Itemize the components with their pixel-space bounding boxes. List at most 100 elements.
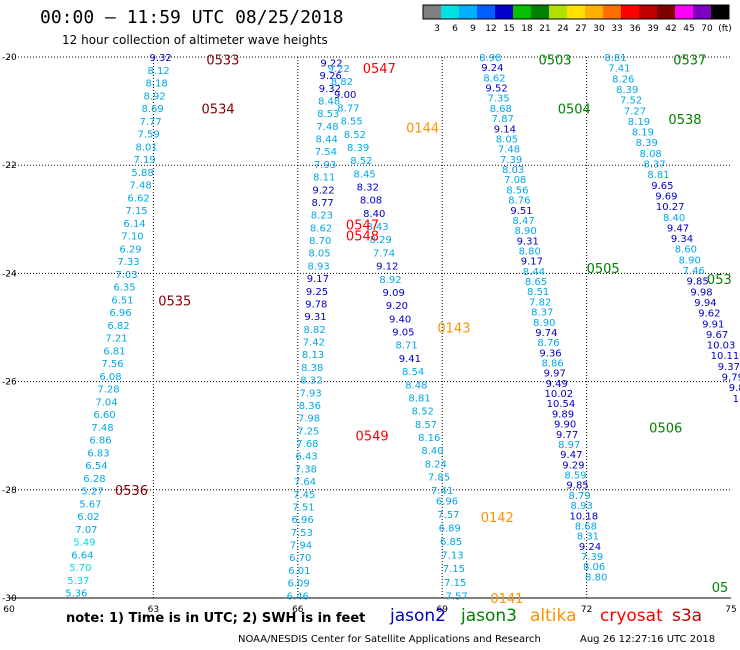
wave-height-value: 8.16 (418, 433, 440, 444)
wave-height-value: 7.46 (683, 266, 705, 277)
time-label: 0547 (363, 62, 396, 77)
time-label: 0547 (346, 219, 379, 234)
wave-height-value: 9.09 (383, 288, 405, 299)
wave-height-value: 8.71 (395, 341, 417, 352)
wave-height-value: 8.81 (647, 170, 669, 181)
wave-height-value: 7.52 (620, 96, 642, 107)
wave-height-value: 9.22 (320, 58, 342, 69)
time-label: 0505 (587, 262, 620, 277)
wave-height-value: 8.97 (558, 440, 580, 451)
wave-height-value: 8.47 (512, 216, 534, 227)
wave-height-value: 9.47 (667, 223, 689, 234)
wave-height-value: 8.26 (612, 74, 634, 85)
wave-height-value: 8.93 (571, 501, 593, 512)
legend-label: 24 (557, 24, 569, 34)
wave-height-value: 8.44 (316, 135, 338, 146)
legend-swatch (423, 5, 441, 19)
wave-height-value: 7.98 (298, 414, 320, 425)
wave-height-value: 7.51 (292, 502, 314, 513)
x-tick-label: 72 (581, 605, 592, 615)
time-label: 0538 (668, 113, 701, 128)
wave-height-value: 9.29 (562, 460, 584, 471)
wave-height-value: 9.26 (320, 71, 342, 82)
wave-height-value: 9.98 (690, 287, 712, 298)
wave-height-value: 7.85 (428, 473, 450, 484)
wave-height-value: 7.94 (290, 541, 312, 552)
wave-height-value: 8.19 (632, 128, 654, 139)
wave-height-value: 9.49 (546, 379, 568, 390)
footer-credit: NOAA/NESDIS Center for Satellite Applica… (238, 634, 541, 645)
time-label: 0142 (481, 511, 514, 526)
wave-height-value: 8.90 (514, 226, 536, 237)
wave-height-value: 7.07 (75, 525, 97, 536)
wave-height-value: 8.68 (575, 521, 597, 532)
wave-height-value: 8.77 (337, 103, 359, 114)
time-label: 0141 (490, 592, 523, 607)
wave-height-value: 8.98 (479, 53, 501, 64)
legend-swatch (459, 5, 477, 19)
wave-height-value: 8.40 (363, 209, 385, 220)
wave-height-value: 9.17 (307, 274, 329, 285)
map-subtitle: 12 hour collection of altimeter wave hei… (62, 33, 328, 47)
wave-height-value: 8.45 (353, 169, 375, 180)
time-label: 053 (707, 273, 732, 288)
wave-height-value: 7.28 (97, 385, 119, 396)
wave-height-value: 8.32 (357, 183, 379, 194)
wave-height-value: 6.96 (109, 308, 131, 319)
wave-height-value: 8.92 (379, 275, 401, 286)
wave-height-value: 8.01 (135, 142, 157, 153)
legend-label: 30 (593, 24, 605, 34)
legend-swatch (621, 5, 639, 19)
wave-height-value: 9.97 (544, 369, 566, 380)
wave-height-value: 7.41 (608, 64, 630, 75)
wave-height-value: 9.20 (386, 301, 408, 312)
legend-label: 21 (539, 24, 550, 34)
wave-height-value: 5.49 (73, 538, 95, 549)
wave-height-value: 9.22 (312, 185, 334, 196)
wave-height-value: 9.94 (694, 298, 716, 309)
legend-swatch (513, 5, 531, 19)
wave-height-value: 6.83 (87, 448, 109, 459)
wave-height-value: 7.21 (105, 334, 127, 345)
wave-height-value: 7.57 (446, 591, 468, 602)
wave-height-value: 9.74 (535, 328, 557, 339)
wave-height-value: 8.40 (421, 446, 443, 457)
wave-height-value: 9.24 (481, 63, 503, 74)
y-tick-label: -30 (2, 594, 17, 604)
wave-height-value: 9.51 (510, 206, 532, 217)
wave-height-value: 8.51 (527, 287, 549, 298)
wave-height-value: 9.40 (389, 314, 411, 325)
wave-height-value: 9.14 (494, 124, 516, 135)
wave-height-value: 9.00 (334, 90, 356, 101)
wave-height-value: 9.12 (376, 262, 398, 273)
wave-height-value: 7.57 (437, 510, 459, 521)
legend-label: 3 (434, 24, 440, 34)
wave-height-value: 7.82 (529, 297, 551, 308)
wave-height-value: 8.59 (564, 471, 586, 482)
wave-height-value: 9.32 (149, 53, 171, 64)
wave-height-value: 8.76 (508, 196, 530, 207)
wave-height-value: 9.78 (305, 299, 327, 310)
wave-height-value: 9.77 (556, 430, 578, 441)
legend-swatch (549, 5, 567, 19)
wave-height-value: 8.57 (415, 420, 437, 431)
wave-height-value: 8.32 (300, 376, 322, 387)
wave-height-value: 6.14 (123, 219, 145, 230)
wave-height-value: 11. (733, 394, 740, 405)
wave-height-value: 8.77 (312, 198, 334, 209)
wave-height-value: 9.17 (521, 257, 543, 268)
time-label: 0143 (437, 322, 470, 337)
wave-height-value: 8.37 (531, 308, 553, 319)
wave-height-value: 8.82 (304, 325, 326, 336)
wave-height-value: 7.87 (492, 114, 514, 125)
wave-height-value: 8.80 (519, 246, 541, 257)
wave-height-value: 7.53 (291, 528, 313, 539)
wave-height-value: 8.60 (675, 245, 697, 256)
wave-height-value: 7.74 (373, 248, 395, 259)
wave-height-value: 8.24 (425, 459, 447, 470)
wave-height-value: 7.04 (95, 397, 117, 408)
legend-label: (ft) (718, 24, 732, 34)
wave-height-value: 8.40 (663, 213, 685, 224)
wave-height-value: 7.35 (488, 94, 510, 105)
time-label: 0537 (673, 54, 706, 69)
